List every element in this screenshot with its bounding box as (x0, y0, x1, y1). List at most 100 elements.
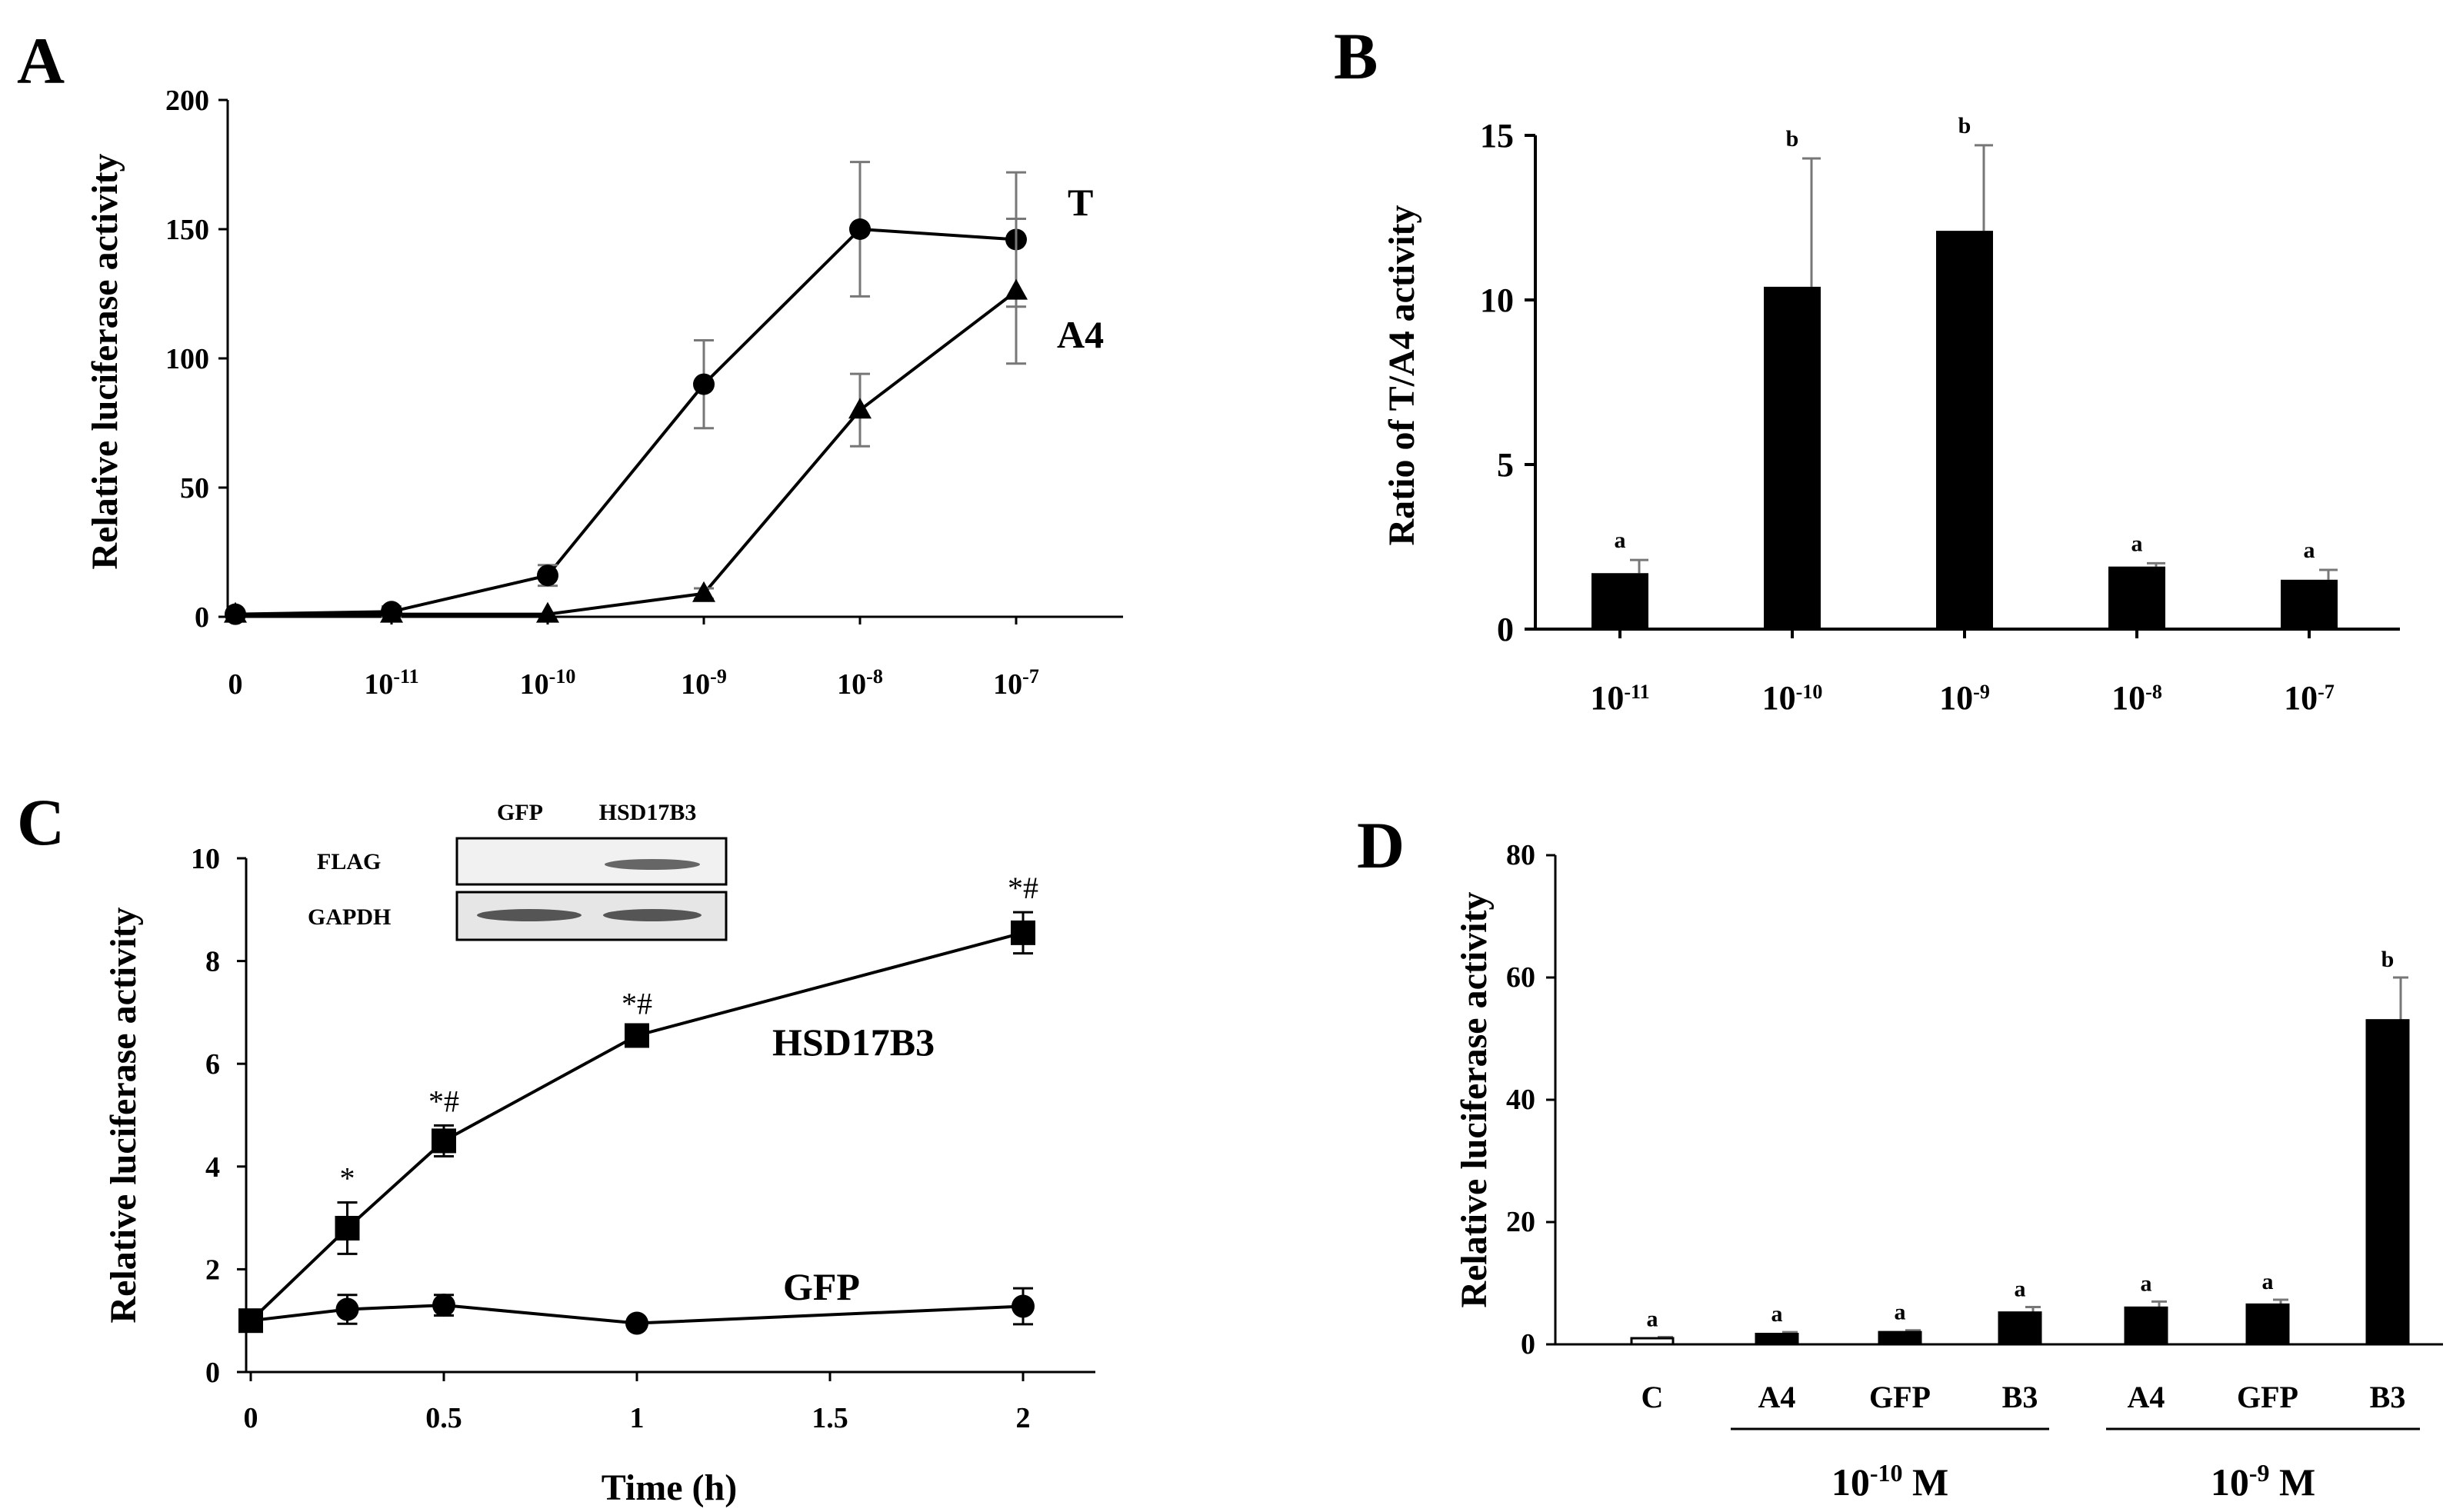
b-x-tick-label-exp: -8 (2145, 681, 2162, 703)
a-series-label-a4: A4 (1057, 313, 1104, 356)
b-x-tick-label: 10-9 (1939, 679, 1990, 717)
c-data-point (625, 1023, 649, 1048)
b-x-tick-label-base: 10 (1762, 679, 1796, 717)
c-series-label-gfp: GFP (783, 1265, 860, 1308)
b-bar (2281, 579, 2338, 629)
c-x-tick-label: 1 (630, 1402, 645, 1434)
b-x-tick-label-base: 10 (1939, 679, 1973, 717)
a-series-line-a4 (235, 290, 1018, 616)
c-data-point (239, 1309, 262, 1333)
d-significance-letter: a (2015, 1277, 2026, 1302)
d-bar (2245, 1303, 2290, 1346)
b-y-tick-label: 0 (1497, 611, 1514, 648)
b-significance-letter: a (1615, 528, 1626, 553)
a-y-tick-label: 0 (195, 601, 209, 634)
d-y-tick-label: 40 (1506, 1084, 1535, 1116)
c-data-point (432, 1294, 455, 1317)
a-data-point (380, 601, 403, 623)
a-x-tick-label-base: 0 (228, 668, 243, 701)
d-y-tick-label: 80 (1506, 839, 1535, 871)
b-significance-letter: b (1958, 113, 1971, 138)
d-group-label-exp: -10 (1870, 1459, 1903, 1487)
b-y-tick-label: 5 (1497, 446, 1514, 484)
b-significance-letter: a (2304, 538, 2315, 563)
d-group-label-unit: M (1902, 1460, 1948, 1504)
d-bar (1878, 1330, 1922, 1346)
a-data-point (536, 601, 559, 623)
b-y-tick-label: 10 (1480, 281, 1514, 319)
a-data-point (849, 218, 871, 240)
d-significance-letter: a (1647, 1306, 1658, 1331)
b-x-tick-label-exp: -7 (2318, 681, 2335, 703)
a-data-point (848, 398, 872, 419)
d-x-tick-label: GFP (1869, 1380, 1931, 1414)
d-x-tick-label: GFP (2237, 1380, 2298, 1414)
c-x-tick-label: 1.5 (812, 1402, 848, 1434)
inset-band (477, 909, 582, 921)
b-bar (2108, 566, 2165, 629)
a-data-point (537, 565, 558, 587)
c-data-point (1012, 1294, 1035, 1318)
b-x-tick-label-base: 10 (1590, 679, 1624, 717)
inset-row-label: GAPDH (308, 904, 391, 930)
b-x-tick-label-exp: -10 (1796, 681, 1823, 703)
a-x-tick-label-base: 10 (520, 668, 549, 701)
a-series-label-t: T (1068, 181, 1093, 224)
c-x-axis-label: Time (h) (602, 1467, 737, 1508)
d-bar (2124, 1306, 2168, 1346)
inset-column-label: HSD17B3 (599, 800, 697, 825)
d-bar (2365, 1019, 2410, 1346)
c-x-tick-label: 0 (244, 1402, 258, 1434)
b-x-tick-label-base: 10 (2284, 679, 2318, 717)
inset-band (603, 909, 702, 921)
a-y-tick-label: 150 (165, 214, 209, 246)
d-x-tick-label: A4 (1758, 1380, 1796, 1414)
d-y-tick-label: 60 (1506, 961, 1535, 994)
a-series-line-t (235, 227, 1017, 616)
d-x-tick-label: A4 (2128, 1380, 2165, 1414)
a-y-tick-label: 200 (165, 85, 209, 117)
d-significance-letter: a (2141, 1271, 2152, 1296)
c-data-point (625, 1311, 648, 1335)
d-y-tick-label: 20 (1506, 1206, 1535, 1238)
b-x-tick-label: 10-8 (2111, 679, 2162, 717)
a-x-tick-label-exp: -7 (1022, 665, 1039, 688)
a-x-tick-label-base: 10 (681, 668, 710, 701)
c-y-tick-label: 4 (205, 1151, 220, 1184)
a-x-tick-label-exp: -10 (549, 665, 576, 688)
b-x-tick-label-exp: -11 (1624, 681, 1649, 703)
a-x-tick-label: 10-8 (837, 665, 883, 701)
c-series-label-hsd17b3: HSD17B3 (772, 1021, 935, 1064)
c-y-tick-label: 2 (205, 1254, 220, 1286)
d-group-label: 10-10 M (1831, 1459, 1948, 1504)
d-x-tick-label: B3 (2370, 1380, 2406, 1414)
d-bar (1998, 1311, 2042, 1346)
inset-row-label: FLAG (317, 849, 381, 874)
a-y-axis-label: Relative luciferase activity (85, 153, 125, 569)
c-significance-marker: *# (1008, 871, 1038, 905)
b-x-tick-label-base: 10 (2111, 679, 2145, 717)
d-significance-letter: b (2381, 947, 2395, 972)
c-y-tick-label: 10 (191, 843, 220, 875)
c-data-point (335, 1297, 359, 1321)
a-x-tick-label: 10-10 (520, 665, 576, 701)
panel-letter-d: D (1357, 808, 1405, 882)
b-x-tick-label: 10-7 (2284, 679, 2335, 717)
a-y-tick-label: 50 (180, 472, 209, 505)
a-x-tick-label-exp: -8 (866, 665, 883, 688)
a-data-point (693, 373, 715, 395)
inset-column-label: GFP (497, 800, 543, 825)
a-x-tick-label-base: 10 (993, 668, 1022, 701)
a-x-tick-label-base: 10 (837, 668, 866, 701)
c-significance-marker: * (340, 1161, 355, 1196)
a-x-tick-label-exp: -11 (393, 665, 418, 688)
c-significance-marker: *# (428, 1084, 459, 1118)
c-x-tick-label: 0.5 (425, 1402, 462, 1434)
b-bar (1764, 286, 1821, 629)
panel-letter-a: A (17, 24, 65, 98)
c-data-point (432, 1128, 456, 1154)
b-y-axis-label: Ratio of T/A4 activity (1381, 205, 1422, 545)
b-bar (1936, 231, 1993, 629)
